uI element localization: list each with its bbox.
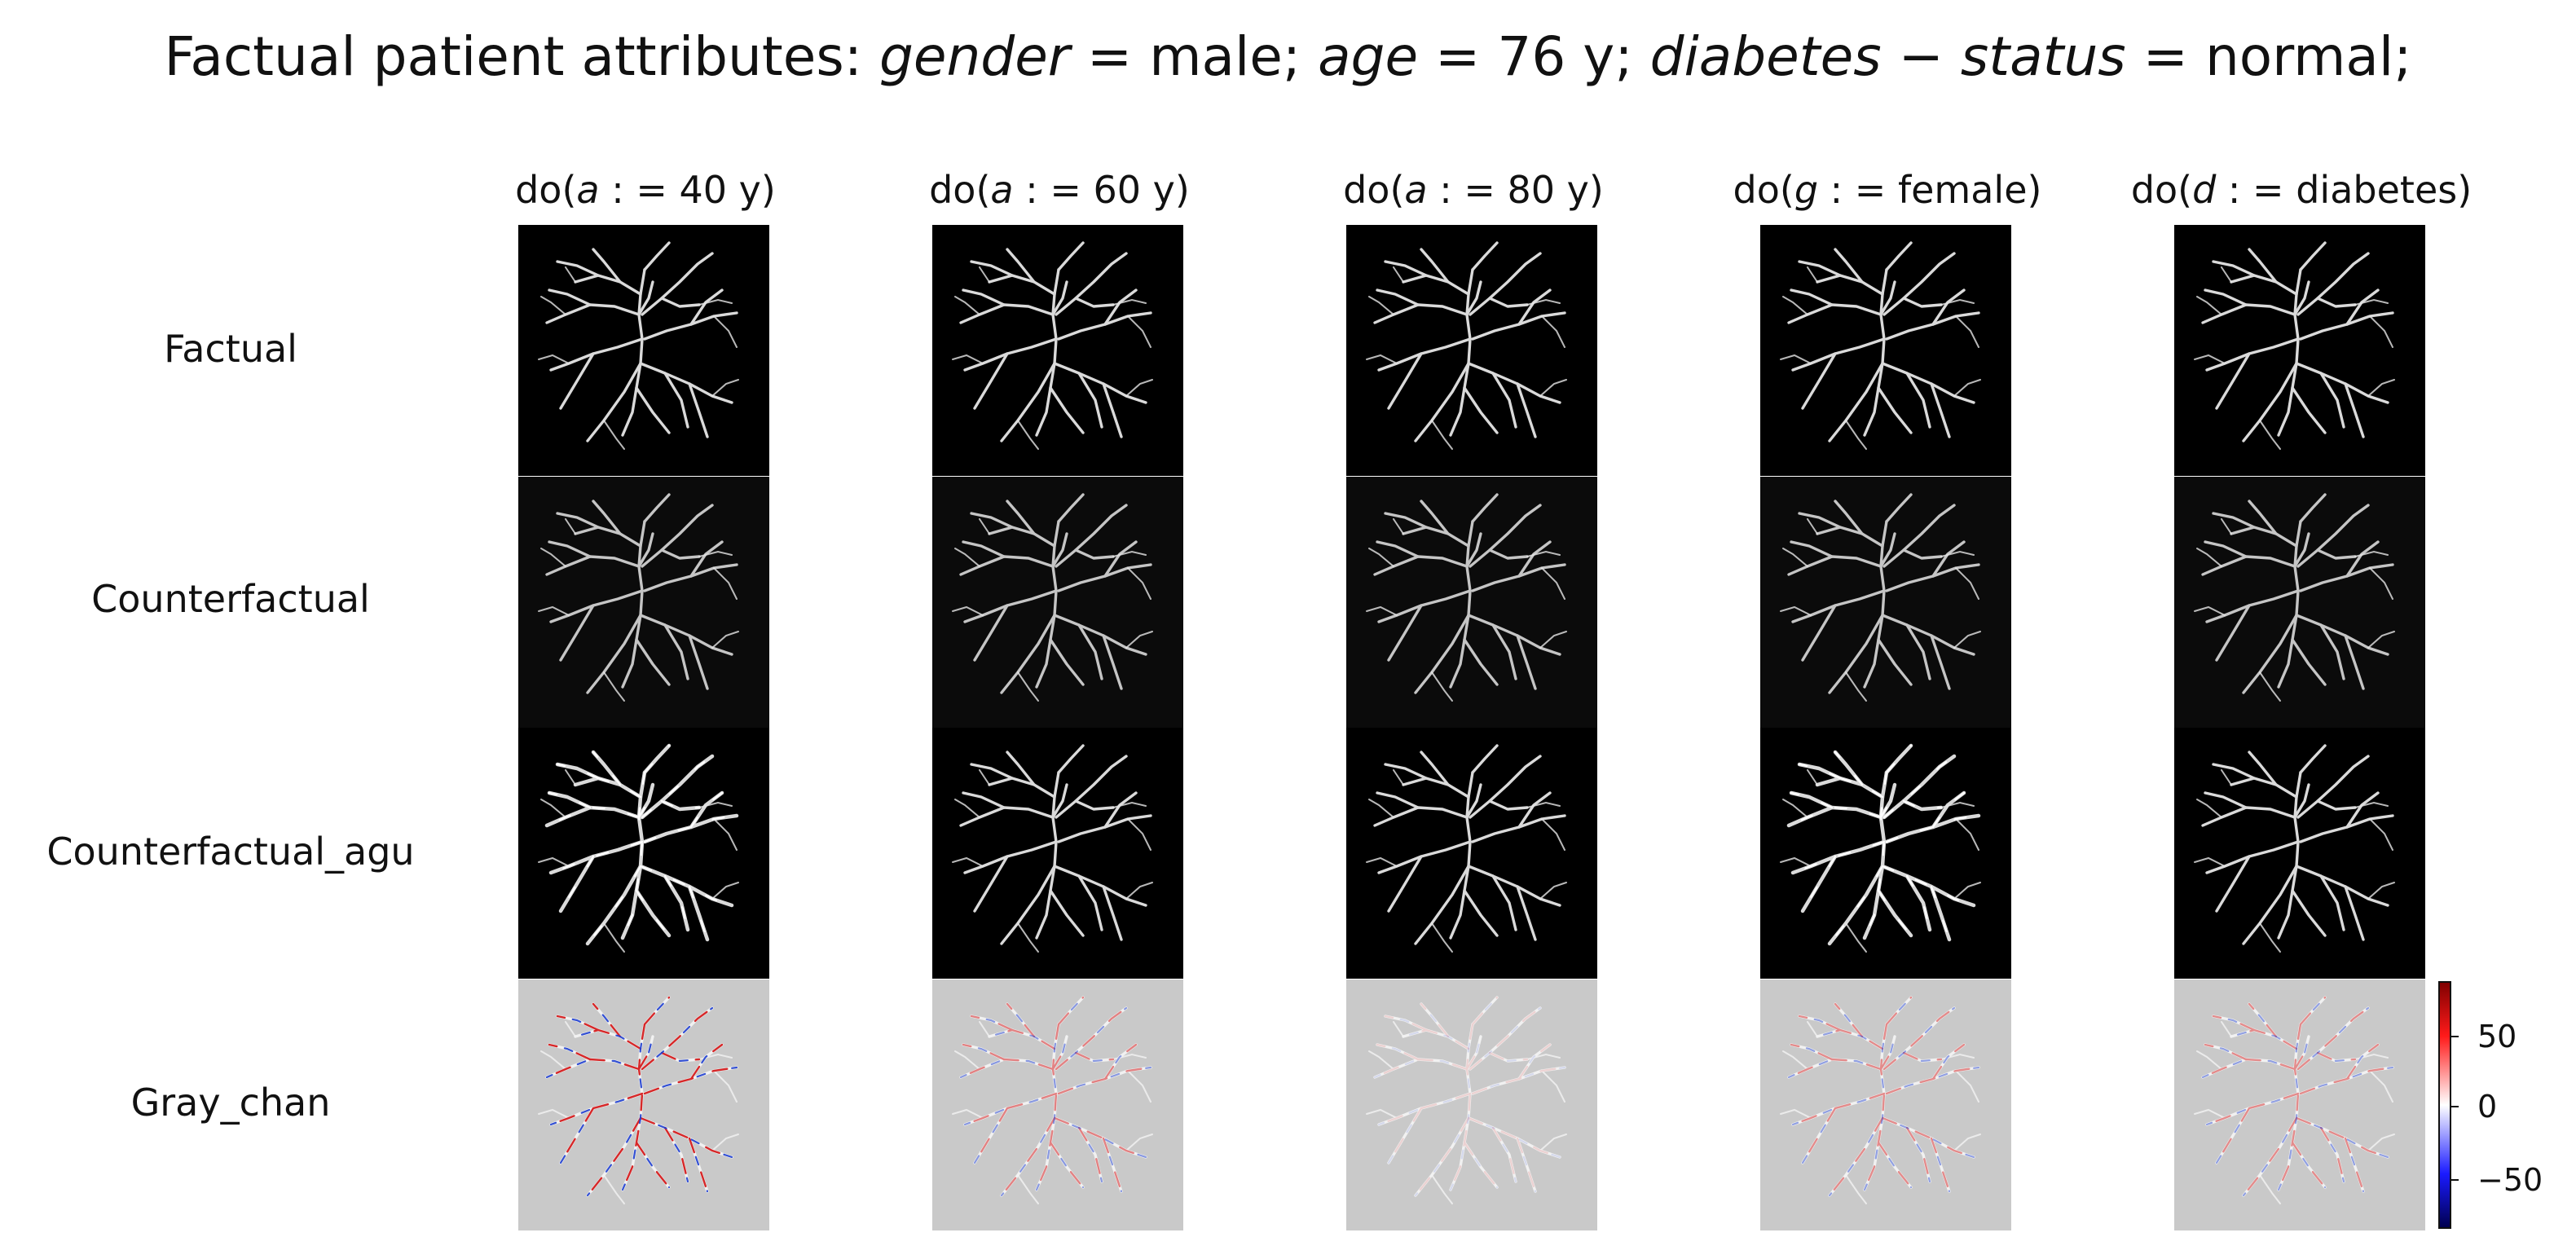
column-close: ): [1588, 168, 1604, 212]
panel-gray-chan-4: [1760, 979, 2011, 1230]
panel-gray-chan-5: [2174, 979, 2425, 1230]
panel-gray-chan-2: [932, 979, 1183, 1230]
column-fn: do(: [929, 168, 991, 212]
panel-counterfactual-5: [2174, 477, 2425, 728]
title-attr-age-sep: ;: [1614, 25, 1650, 88]
column-header-diabetes: do(d : = diabetes): [2130, 161, 2473, 218]
column-header-age-80: do(a : = 80 y): [1302, 161, 1645, 218]
colorbar: [2438, 981, 2451, 1229]
column-close: ): [1174, 168, 1190, 212]
column-fn: do(: [2130, 168, 2193, 212]
colorbar-label-0: 0: [2477, 1089, 2498, 1125]
title-attr-gender-op: =: [1069, 25, 1150, 88]
panel-counterfactual-agu-1: [518, 728, 769, 979]
figure-title: Factual patient attributes: gender = mal…: [0, 16, 2576, 98]
column-value: female: [1897, 168, 2028, 212]
column-fn: do(: [515, 168, 577, 212]
column-value: 80 y: [1507, 168, 1589, 212]
row-label-counterfactual-agu: Counterfactual_agu: [46, 830, 415, 874]
title-attr-gender-sep: ;: [1282, 25, 1319, 88]
column-assign: : =: [599, 168, 680, 212]
panel-counterfactual-4: [1760, 477, 2011, 728]
panel-counterfactual-3: [1346, 477, 1597, 728]
title-attr-diabetes-op: =: [2125, 25, 2205, 88]
colorbar-label-minus-50: −50: [2477, 1162, 2543, 1198]
title-attr-gender-name: gender: [878, 25, 1070, 88]
column-header-age-60: do(a : = 60 y): [888, 161, 1231, 218]
panel-counterfactual-agu-2: [932, 728, 1183, 979]
row-label-counterfactual: Counterfactual: [91, 577, 370, 621]
column-close: ): [2027, 168, 2042, 212]
panel-counterfactual-agu-5: [2174, 728, 2425, 979]
column-header-age-40: do(a : = 40 y): [474, 161, 817, 218]
row-label-gray-chan: Gray_chan: [130, 1081, 331, 1125]
column-fn: do(: [1733, 168, 1794, 212]
panel-counterfactual-agu-3: [1346, 728, 1597, 979]
column-var: a: [990, 168, 1014, 212]
column-header-gender-female: do(g : = female): [1716, 161, 2059, 218]
panel-factual-4: [1760, 225, 2011, 476]
colorbar-label-50: 50: [2477, 1019, 2517, 1054]
column-close: ): [760, 168, 776, 212]
panel-factual-3: [1346, 225, 1597, 476]
column-assign: : =: [2216, 168, 2296, 212]
panel-counterfactual-agu-4: [1760, 728, 2011, 979]
column-close: ): [2457, 168, 2473, 212]
panel-counterfactual-1: [518, 477, 769, 728]
panel-factual-1: [518, 225, 769, 476]
panel-factual-5: [2174, 225, 2425, 476]
row-label-factual: Factual: [164, 327, 297, 371]
panel-gray-chan-1: [518, 979, 769, 1230]
title-attr-age-op: =: [1418, 25, 1498, 88]
column-var: d: [2192, 168, 2217, 212]
column-var: g: [1794, 168, 1819, 212]
column-assign: : =: [1013, 168, 1094, 212]
title-attr-diabetes-sep: ;: [2393, 25, 2412, 88]
panel-factual-2: [932, 225, 1183, 476]
title-prefix: Factual patient attributes:: [164, 25, 879, 88]
column-var: a: [1404, 168, 1428, 212]
title-attr-gender-value: male: [1149, 25, 1283, 88]
column-value: 60 y: [1093, 168, 1175, 212]
panel-gray-chan-3: [1346, 979, 1597, 1230]
column-value: diabetes: [2296, 168, 2458, 212]
column-value: 40 y: [679, 168, 761, 212]
column-assign: : =: [1427, 168, 1508, 212]
column-assign: : =: [1818, 168, 1898, 212]
column-var: a: [576, 168, 600, 212]
title-attr-age-value: 76 y: [1497, 25, 1615, 88]
title-attr-age-name: age: [1318, 25, 1419, 88]
panel-counterfactual-2: [932, 477, 1183, 728]
title-attr-diabetes-name: diabetes − status: [1649, 25, 2126, 88]
title-attr-diabetes-value: normal: [2204, 25, 2394, 88]
column-fn: do(: [1343, 168, 1405, 212]
